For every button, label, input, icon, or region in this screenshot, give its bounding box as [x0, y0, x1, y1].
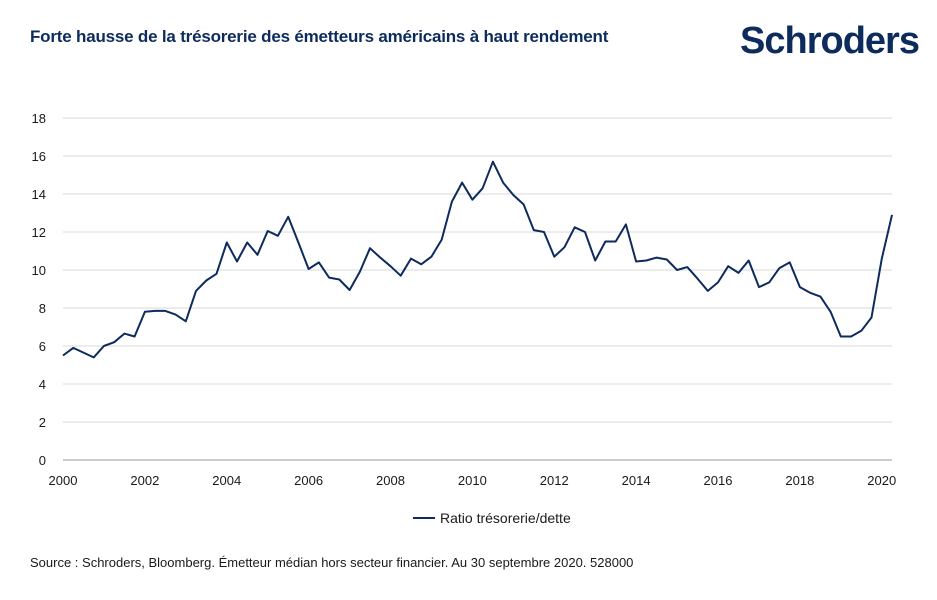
series-line [62, 160, 893, 359]
y-tick-label: 4 [39, 377, 46, 392]
chart-title: Forte hausse de la trésorerie des émette… [30, 27, 609, 46]
y-tick-label: 12 [32, 225, 46, 240]
x-tick-label: 2020 [867, 473, 896, 488]
y-tick-label: 10 [32, 263, 46, 278]
y-tick-label: 6 [39, 339, 46, 354]
x-tick-label: 2016 [704, 473, 733, 488]
x-tick-label: 2014 [622, 473, 651, 488]
legend-line-swatch [413, 517, 435, 519]
x-tick-label: 2008 [376, 473, 405, 488]
x-tick-label: 2012 [540, 473, 569, 488]
x-tick-label: 2004 [212, 473, 241, 488]
y-tick-label: 18 [32, 111, 46, 126]
chart-legend: Ratio trésorerie/dette [413, 510, 571, 526]
x-tick-label: 2006 [294, 473, 323, 488]
y-tick-label: 2 [39, 415, 46, 430]
x-tick-label: 2010 [458, 473, 487, 488]
x-tick-label: 2018 [785, 473, 814, 488]
y-tick-label: 14 [32, 187, 46, 202]
x-tick-label: 2000 [49, 473, 78, 488]
brand-logo: Schroders [740, 20, 920, 62]
legend-label: Ratio trésorerie/dette [440, 510, 571, 526]
x-tick-label: 2002 [130, 473, 159, 488]
y-tick-label: 0 [39, 453, 46, 468]
source-note: Source : Schroders, Bloomberg. Émetteur … [30, 555, 634, 570]
y-tick-label: 16 [32, 149, 46, 164]
y-tick-label: 8 [39, 301, 46, 316]
